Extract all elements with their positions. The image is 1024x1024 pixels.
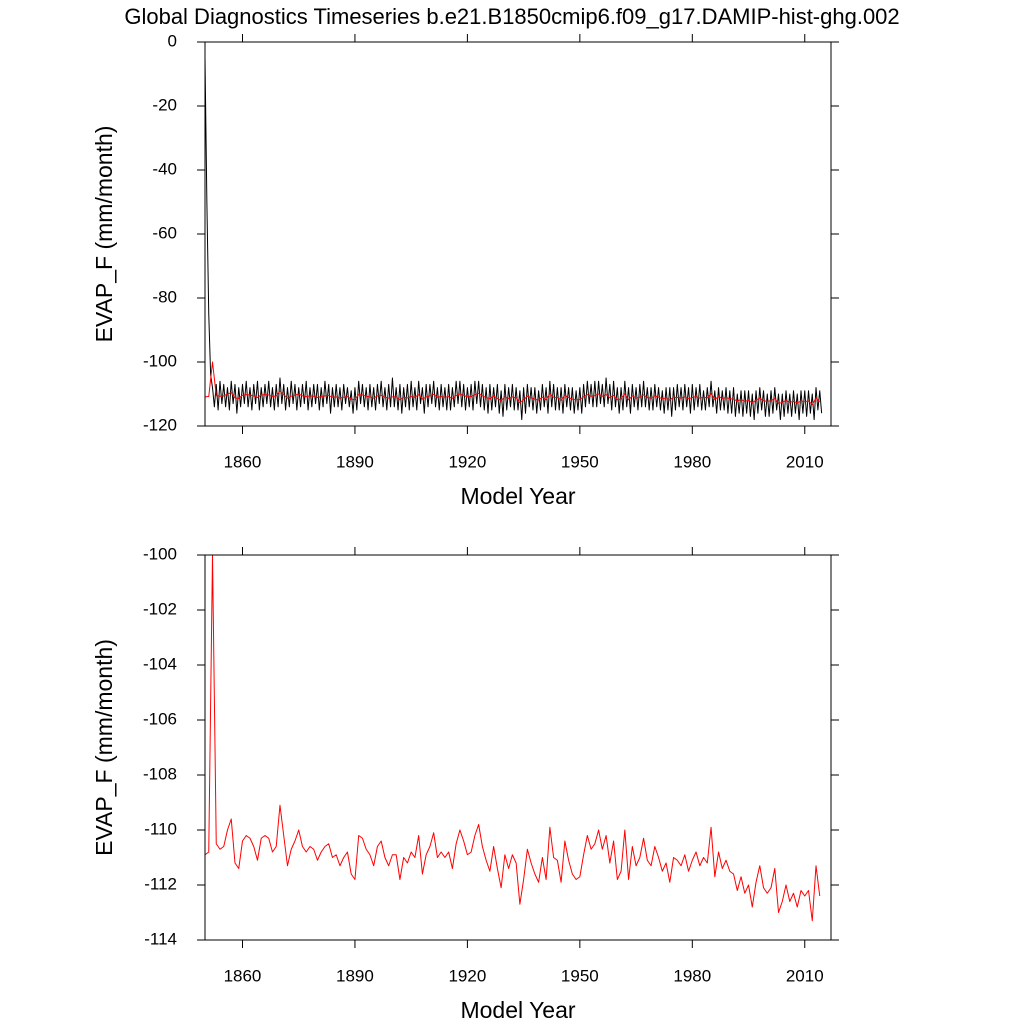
figure-title: Global Diagnostics Timeseries b.e21.B185… [124,4,899,29]
y-tick-label: -100 [143,544,177,563]
y-tick-label: -80 [152,287,177,306]
data-line [204,554,821,922]
y-tick-label: -120 [143,415,177,434]
x-tick-label: 1920 [448,452,486,471]
x-tick-label: 1980 [673,966,711,985]
y-tick-label: -112 [144,874,177,893]
x-tick-label: 1890 [336,966,374,985]
y-tick-label: 0 [168,31,177,50]
x-tick-label: 1950 [561,452,599,471]
plot-frame [204,554,832,941]
y-tick-label: -108 [143,764,177,783]
y-tick-label: -114 [144,929,177,948]
x-tick-label: 1980 [673,452,711,471]
data-line [204,57,823,421]
y-tick-label: -60 [152,223,177,242]
x-tick-label: 1860 [224,452,262,471]
data-line [204,361,821,406]
y-axis-title: EVAP_F (mm/month) [91,126,117,343]
x-axis-title: Model Year [460,483,575,509]
x-tick-label: 1950 [561,966,599,985]
y-tick-label: -106 [143,709,177,728]
y-tick-label: -40 [152,159,177,178]
plot-frame [204,41,832,427]
x-tick-label: 1890 [336,452,374,471]
x-tick-label: 1860 [224,966,262,985]
y-tick-label: -20 [152,95,177,114]
x-tick-label: 1920 [448,966,486,985]
y-axis-title: EVAP_F (mm/month) [91,639,117,856]
y-tick-label: -104 [143,654,177,673]
y-tick-label: -100 [143,351,177,370]
x-tick-label: 2010 [786,966,824,985]
y-tick-label: -102 [143,599,177,618]
x-axis-title: Model Year [460,997,575,1023]
y-tick-label: -110 [144,819,177,838]
x-tick-label: 2010 [786,452,824,471]
